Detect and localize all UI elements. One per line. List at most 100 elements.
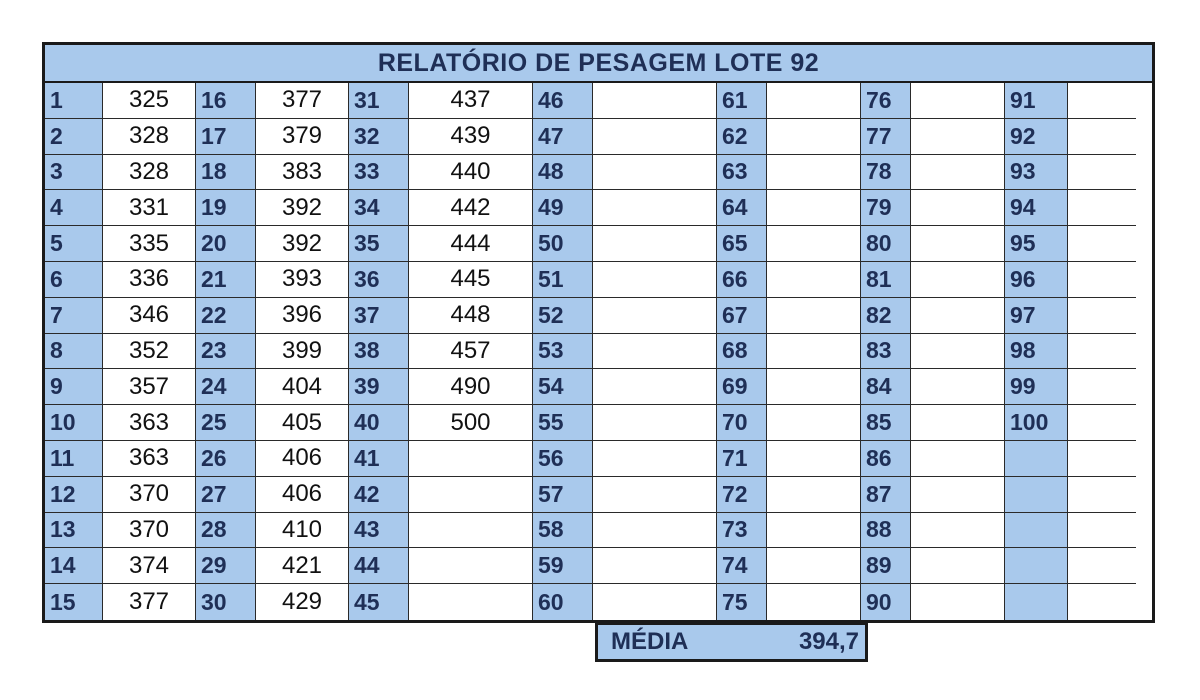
weight-value-cell <box>911 190 1005 227</box>
weight-value-cell <box>593 333 717 370</box>
weight-value-cell: 404 <box>256 369 349 406</box>
weight-value-cell <box>767 333 861 370</box>
weight-value-cell <box>767 261 861 298</box>
weight-value-cell <box>1068 261 1136 298</box>
weight-value-cell <box>1068 584 1136 620</box>
weight-value-cell: 410 <box>256 512 349 549</box>
animal-number-cell: 74 <box>717 548 767 585</box>
weight-value-cell <box>1068 154 1136 191</box>
animal-number-cell: 76 <box>861 83 911 119</box>
animal-number-cell: 34 <box>349 190 409 227</box>
weight-value-cell <box>767 118 861 155</box>
animal-number-cell: 35 <box>349 226 409 262</box>
weight-value-cell <box>409 440 533 477</box>
weight-value-cell: 370 <box>103 476 196 513</box>
animal-number-cell: 12 <box>45 476 103 513</box>
animal-number-cell: 78 <box>861 154 911 191</box>
weight-value-cell <box>767 548 861 585</box>
weight-value-cell <box>767 512 861 549</box>
animal-number-cell: 26 <box>196 440 256 477</box>
weight-value-cell: 457 <box>409 333 533 370</box>
animal-number-cell: 39 <box>349 369 409 406</box>
animal-number-cell: 83 <box>861 333 911 370</box>
weight-value-cell <box>1068 476 1136 513</box>
animal-number-cell: 50 <box>533 226 593 262</box>
weight-value-cell: 437 <box>409 83 533 119</box>
animal-number-cell: 65 <box>717 226 767 262</box>
animal-number-cell: 22 <box>196 297 256 334</box>
weight-value-cell <box>1068 226 1136 262</box>
animal-number-cell: 60 <box>533 584 593 620</box>
weight-value-cell <box>911 333 1005 370</box>
weight-value-cell <box>911 118 1005 155</box>
animal-number-cell: 62 <box>717 118 767 155</box>
weight-value-cell: 328 <box>103 154 196 191</box>
animal-number-cell: 94 <box>1005 190 1068 227</box>
animal-number-cell: 16 <box>196 83 256 119</box>
weight-value-cell <box>593 154 717 191</box>
animal-number-cell: 46 <box>533 83 593 119</box>
animal-number-cell: 58 <box>533 512 593 549</box>
animal-number-cell: 40 <box>349 405 409 441</box>
animal-number-cell: 100 <box>1005 405 1068 441</box>
animal-number-cell: 6 <box>45 261 103 298</box>
animal-number-cell: 11 <box>45 440 103 477</box>
weight-value-cell <box>911 369 1005 406</box>
weight-value-cell: 363 <box>103 405 196 441</box>
weight-value-cell: 363 <box>103 440 196 477</box>
weight-value-cell <box>1068 548 1136 585</box>
animal-number-cell: 36 <box>349 261 409 298</box>
weight-value-cell <box>593 190 717 227</box>
animal-number-cell <box>1005 512 1068 549</box>
animal-number-cell: 45 <box>349 584 409 620</box>
weight-value-cell: 393 <box>256 261 349 298</box>
animal-number-cell: 81 <box>861 261 911 298</box>
weight-value-cell <box>409 584 533 620</box>
weight-value-cell <box>593 584 717 620</box>
animal-number-cell: 82 <box>861 297 911 334</box>
weight-value-cell: 335 <box>103 226 196 262</box>
animal-number-cell: 9 <box>45 369 103 406</box>
animal-number-cell: 7 <box>45 297 103 334</box>
weight-value-cell <box>593 405 717 441</box>
animal-number-cell: 66 <box>717 261 767 298</box>
weight-value-cell <box>911 584 1005 620</box>
animal-number-cell: 54 <box>533 369 593 406</box>
animal-number-cell: 80 <box>861 226 911 262</box>
weight-value-cell <box>409 512 533 549</box>
weight-value-cell: 500 <box>409 405 533 441</box>
animal-number-cell: 75 <box>717 584 767 620</box>
animal-number-cell: 93 <box>1005 154 1068 191</box>
weight-value-cell: 442 <box>409 190 533 227</box>
weight-value-cell <box>767 154 861 191</box>
weight-value-cell <box>593 512 717 549</box>
animal-number-cell: 69 <box>717 369 767 406</box>
animal-number-cell: 23 <box>196 333 256 370</box>
weight-value-cell: 392 <box>256 190 349 227</box>
weight-value-cell <box>593 118 717 155</box>
animal-number-cell <box>1005 548 1068 585</box>
animal-number-cell: 14 <box>45 548 103 585</box>
animal-number-cell: 48 <box>533 154 593 191</box>
animal-number-cell: 70 <box>717 405 767 441</box>
weight-value-cell <box>593 548 717 585</box>
animal-number-cell: 88 <box>861 512 911 549</box>
animal-number-cell: 99 <box>1005 369 1068 406</box>
weight-value-cell: 325 <box>103 83 196 119</box>
animal-number-cell: 53 <box>533 333 593 370</box>
animal-number-cell: 8 <box>45 333 103 370</box>
animal-number-cell: 24 <box>196 369 256 406</box>
animal-number-cell: 42 <box>349 476 409 513</box>
animal-number-cell: 52 <box>533 297 593 334</box>
weight-value-cell: 377 <box>256 83 349 119</box>
weight-value-cell: 328 <box>103 118 196 155</box>
animal-number-cell: 85 <box>861 405 911 441</box>
weight-value-cell <box>409 548 533 585</box>
average-box: MÉDIA 394,7 <box>595 622 868 662</box>
animal-number-cell: 44 <box>349 548 409 585</box>
weight-value-cell: 444 <box>409 226 533 262</box>
weight-value-cell: 445 <box>409 261 533 298</box>
weight-value-cell <box>767 405 861 441</box>
animal-number-cell: 73 <box>717 512 767 549</box>
animal-number-cell: 68 <box>717 333 767 370</box>
